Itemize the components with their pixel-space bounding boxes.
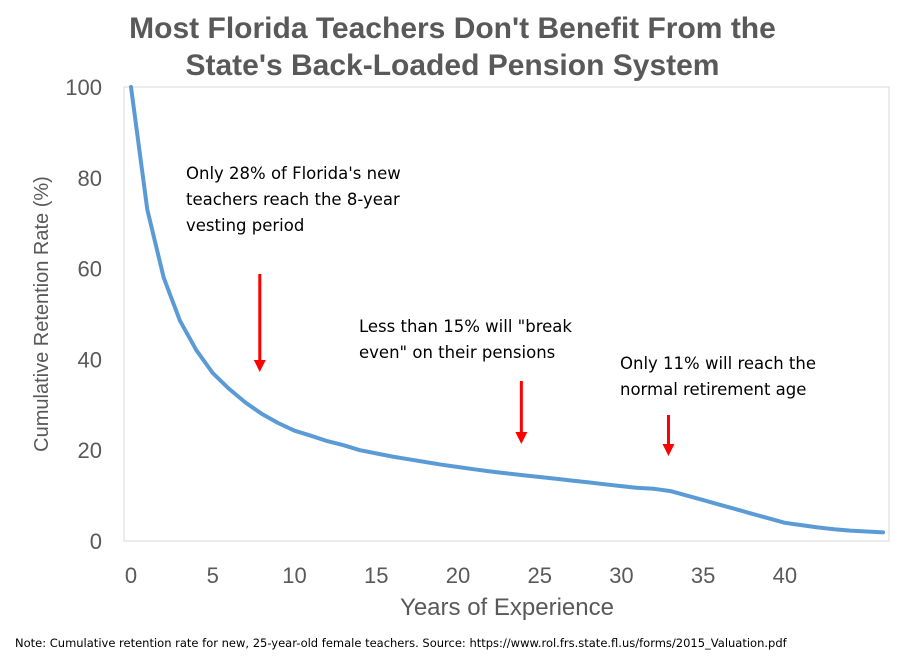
annotation-arrows (253, 274, 675, 456)
chart-title: Most Florida Teachers Don't Benefit From… (0, 10, 905, 84)
annotation-retirement: Only 11% will reach the normal retiremen… (620, 351, 816, 403)
y-tick-labels: 0 20 40 60 80 100 (65, 75, 102, 554)
source-note: Note: Cumulative retention rate for new,… (15, 636, 787, 650)
y-tick-label: 80 (78, 166, 102, 191)
retention-series-line (129, 85, 885, 535)
x-tick-label: 25 (527, 563, 551, 588)
annotation-vesting-line1: Only 28% of Florida's new (186, 164, 401, 183)
x-tick-label: 40 (773, 563, 797, 588)
x-tick-label: 5 (207, 563, 219, 588)
annotation-vesting: Only 28% of Florida's new teachers reach… (186, 161, 401, 239)
y-tick-label: 0 (90, 529, 102, 554)
annotation-arrow-head (515, 432, 528, 444)
annotation-vesting-line2: teachers reach the 8-year (186, 190, 400, 209)
annotation-retirement-line2: normal retirement age (620, 380, 807, 399)
x-tick-label: 15 (364, 563, 388, 588)
plot-frame (123, 86, 890, 542)
x-tick-label: 0 (125, 563, 137, 588)
x-axis-label: Years of Experience (400, 594, 614, 621)
x-tick-labels: 0 5 10 15 20 25 30 35 40 (125, 563, 797, 588)
annotation-break-even-line1: Less than 15% will "break (359, 317, 572, 336)
y-tick-label: 60 (78, 257, 102, 282)
annotation-arrow-head (253, 360, 266, 372)
annotation-break-even: Less than 15% will "break even" on their… (359, 314, 572, 366)
title-line-2: State's Back-Loaded Pension System (185, 49, 720, 82)
y-tick-label: 40 (78, 347, 102, 372)
annotation-vesting-line3: vesting period (186, 216, 305, 235)
title-line-1: Most Florida Teachers Don't Benefit From… (129, 12, 776, 45)
x-tick-label: 20 (446, 563, 470, 588)
x-tick-label: 10 (282, 563, 306, 588)
x-tick-label: 30 (609, 563, 633, 588)
annotation-retirement-line1: Only 11% will reach the (620, 354, 816, 373)
x-tick-label: 35 (691, 563, 715, 588)
y-axis-label: Cumulative Retention Rate (%) (31, 176, 53, 452)
y-tick-label: 100 (65, 75, 102, 100)
annotation-arrow-head (662, 444, 675, 456)
y-tick-label: 20 (78, 438, 102, 463)
annotation-break-even-line2: even" on their pensions (359, 343, 556, 362)
